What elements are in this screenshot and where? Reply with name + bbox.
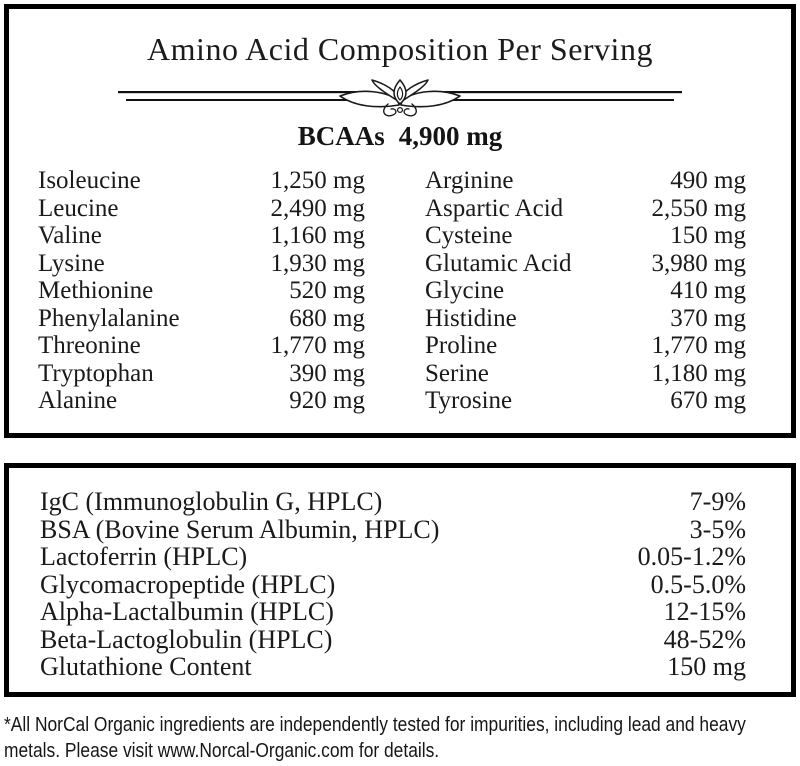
- fraction-row: Glutathione Content 150 mg: [40, 653, 746, 681]
- fraction-value: 48-52%: [663, 624, 746, 654]
- amino-row: Cysteine 150 mg: [425, 222, 746, 250]
- amino-value: 410 mg: [670, 277, 746, 304]
- amino-name: Glutamic Acid: [425, 249, 572, 277]
- amino-name: Aspartic Acid: [425, 194, 564, 222]
- amino-value: 1,250 mg: [270, 167, 365, 194]
- fraction-name: Alpha-Lactalbumin (HPLC): [40, 597, 334, 626]
- amino-row: Alanine 920 mg: [38, 387, 365, 415]
- amino-row: Phenylalanine 680 mg: [38, 305, 365, 333]
- fraction-name: Beta-Lactoglobulin (HPLC): [40, 624, 333, 654]
- amino-value: 1,770 mg: [270, 332, 365, 359]
- fraction-name: Lactoferrin (HPLC): [40, 542, 248, 571]
- amino-row: Histidine 370 mg: [425, 305, 746, 333]
- footnote-line-2: metals. Please visit www.Norcal-Organic.…: [4, 740, 440, 762]
- fraction-row: Glycomacropeptide (HPLC) 0.5-5.0%: [40, 569, 746, 599]
- amino-column-left: Isoleucine 1,250 mg Leucine 2,490 mg Valin…: [38, 167, 365, 415]
- amino-value: 370 mg: [670, 304, 746, 332]
- amino-name: Leucine: [38, 194, 119, 222]
- section-divider: [118, 79, 682, 119]
- footnote: *All NorCal Organic ingredients are inde…: [4, 712, 796, 764]
- fraction-row: Beta-Lactoglobulin (HPLC) 48-52%: [40, 624, 746, 654]
- amino-value: 2,550 mg: [651, 194, 746, 222]
- amino-name: Tryptophan: [38, 359, 154, 387]
- amino-row: Threonine 1,770 mg: [38, 332, 365, 360]
- amino-composition-panel: Amino Acid Composition Per Serving BCAAs…: [4, 4, 796, 438]
- amino-row: Aspartic Acid 2,550 mg: [425, 195, 746, 223]
- fraction-name: IgC (Immunoglobulin G, HPLC): [40, 487, 383, 516]
- amino-row: Valine 1,160 mg: [38, 222, 365, 250]
- fraction-name: Glutathione Content: [40, 652, 252, 681]
- amino-value: 680 mg: [289, 304, 365, 332]
- fraction-value: 12-15%: [663, 597, 746, 626]
- amino-value: 1,160 mg: [270, 222, 365, 249]
- amino-name: Methionine: [38, 277, 154, 304]
- amino-name: Isoleucine: [38, 167, 141, 194]
- fraction-name: BSA (Bovine Serum Albumin, HPLC): [40, 514, 440, 544]
- fraction-name: Glycomacropeptide (HPLC): [40, 569, 336, 599]
- amino-name: Alanine: [38, 387, 118, 414]
- bcaa-label: BCAAs: [297, 121, 385, 151]
- amino-row: Isoleucine 1,250 mg: [38, 167, 365, 195]
- amino-row: Lysine 1,930 mg: [38, 250, 365, 278]
- amino-value: 490 mg: [670, 167, 746, 194]
- amino-value: 3,980 mg: [651, 249, 746, 277]
- amino-value: 670 mg: [670, 387, 746, 414]
- amino-value: 150 mg: [670, 222, 746, 249]
- amino-row: Tyrosine 670 mg: [425, 387, 746, 415]
- amino-value: 920 mg: [289, 387, 365, 414]
- amino-value: 1,180 mg: [651, 359, 746, 387]
- amino-row: Glycine 410 mg: [425, 277, 746, 305]
- fraction-list: IgC (Immunoglobulin G, HPLC) 7-9% BSA (Bo…: [9, 468, 791, 681]
- page-title: Amino Acid Composition Per Serving: [147, 31, 653, 67]
- amino-row: Tryptophan 390 mg: [38, 360, 365, 388]
- amino-name: Tyrosine: [425, 387, 513, 414]
- amino-column-right: Arginine 490 mg Aspartic Acid 2,550 mg Cys…: [425, 167, 746, 415]
- fraction-value: 0.05-1.2%: [637, 542, 746, 571]
- amino-row: Serine 1,180 mg: [425, 360, 746, 388]
- amino-row: Glutamic Acid 3,980 mg: [425, 250, 746, 278]
- protein-fractions-panel: IgC (Immunoglobulin G, HPLC) 7-9% BSA (Bo…: [4, 463, 796, 697]
- fraction-value: 150 mg: [667, 652, 746, 681]
- amino-row: Arginine 490 mg: [425, 167, 746, 195]
- bcaa-summary: BCAAs 4,900 mg: [9, 121, 791, 151]
- amino-name: Cysteine: [425, 222, 513, 249]
- amino-name: Serine: [425, 359, 489, 387]
- amino-value: 2,490 mg: [270, 194, 365, 222]
- lotus-ornament-icon: [118, 79, 682, 117]
- amino-value: 1,770 mg: [651, 332, 746, 359]
- fraction-row: Alpha-Lactalbumin (HPLC) 12-15%: [40, 598, 746, 626]
- fraction-value: 3-5%: [689, 514, 746, 544]
- amino-name: Lysine: [38, 249, 105, 277]
- amino-name: Glycine: [425, 277, 505, 304]
- amino-columns: Isoleucine 1,250 mg Leucine 2,490 mg Valin…: [9, 167, 791, 415]
- amino-row: Methionine 520 mg: [38, 277, 365, 305]
- amino-value: 520 mg: [289, 277, 365, 304]
- amino-value: 390 mg: [289, 359, 365, 387]
- fraction-value: 0.5-5.0%: [650, 569, 746, 599]
- amino-name: Phenylalanine: [38, 304, 180, 332]
- fraction-value: 7-9%: [689, 487, 746, 516]
- amino-name: Valine: [38, 222, 102, 249]
- footnote-line-1: *All NorCal Organic ingredients are inde…: [4, 714, 746, 736]
- fraction-row: Lactoferrin (HPLC) 0.05-1.2%: [40, 543, 746, 571]
- amino-name: Threonine: [38, 332, 141, 359]
- amino-value: 1,930 mg: [270, 249, 365, 277]
- amino-row: Leucine 2,490 mg: [38, 195, 365, 223]
- fraction-row: BSA (Bovine Serum Albumin, HPLC) 3-5%: [40, 514, 746, 544]
- bcaa-value: 4,900 mg: [398, 121, 503, 151]
- fraction-row: IgC (Immunoglobulin G, HPLC) 7-9%: [40, 488, 746, 516]
- amino-name: Proline: [425, 332, 498, 359]
- amino-name: Arginine: [425, 167, 514, 194]
- amino-row: Proline 1,770 mg: [425, 332, 746, 360]
- amino-name: Histidine: [425, 304, 517, 332]
